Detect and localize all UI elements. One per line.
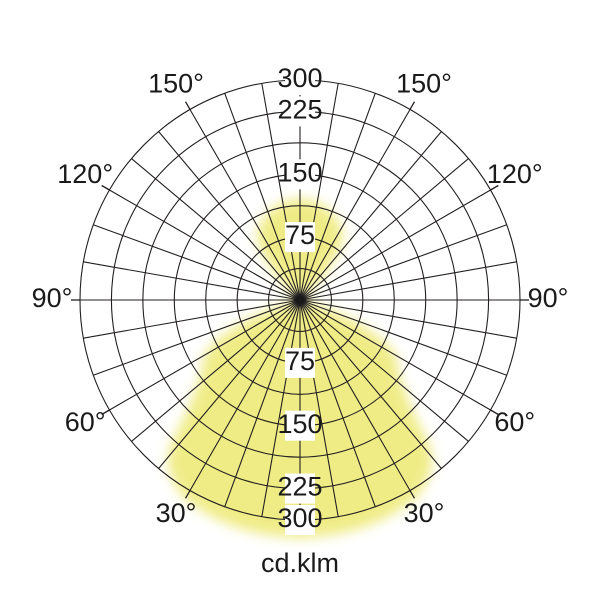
svg-text:60°: 60° — [65, 407, 106, 437]
svg-text:225: 225 — [277, 472, 322, 502]
svg-text:150°: 150° — [396, 68, 452, 98]
svg-text:225: 225 — [277, 95, 322, 125]
svg-text:cd.klm: cd.klm — [261, 548, 339, 578]
svg-text:300: 300 — [277, 63, 322, 93]
svg-text:120°: 120° — [57, 159, 113, 189]
svg-text:90°: 90° — [32, 283, 73, 313]
svg-text:75: 75 — [285, 220, 315, 250]
svg-text:75: 75 — [285, 346, 315, 376]
svg-text:60°: 60° — [494, 407, 535, 437]
svg-text:300: 300 — [277, 503, 322, 533]
svg-text:30°: 30° — [404, 498, 445, 528]
svg-text:150°: 150° — [148, 68, 204, 98]
svg-text:120°: 120° — [487, 159, 543, 189]
svg-text:150: 150 — [277, 157, 322, 187]
svg-text:150: 150 — [277, 409, 322, 439]
svg-text:30°: 30° — [156, 498, 197, 528]
svg-text:90°: 90° — [528, 283, 569, 313]
